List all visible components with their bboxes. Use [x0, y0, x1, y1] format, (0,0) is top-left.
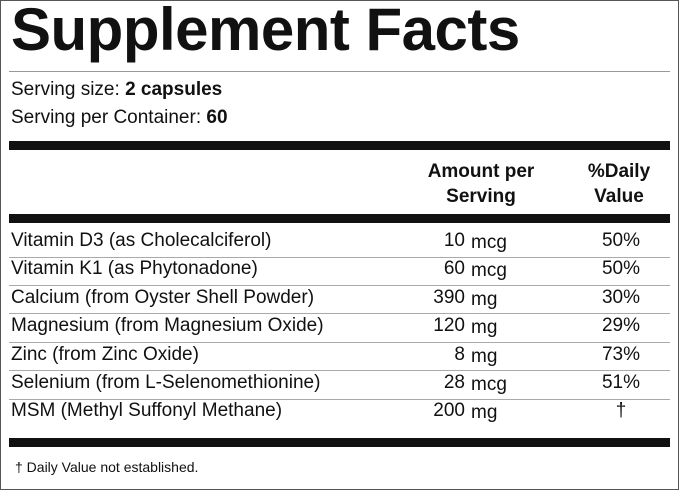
- daily-value: 30%: [601, 286, 641, 308]
- label: Serving per Container:: [11, 107, 202, 128]
- daily-value: 29%: [601, 315, 641, 337]
- daily-value: †: [615, 400, 627, 422]
- row-divider: [9, 313, 670, 315]
- thick-bar: [9, 214, 670, 223]
- daily-value: 50%: [601, 258, 641, 280]
- divider: [9, 71, 670, 72]
- daily-value: 73%: [601, 343, 641, 365]
- header-line: %Daily: [587, 161, 651, 182]
- nutrient-name: Vitamin K1 (as Phytonadone): [11, 258, 258, 280]
- daily-value: 51%: [601, 372, 641, 393]
- daily-value: 50%: [601, 230, 641, 251]
- thick-bar: [9, 141, 670, 150]
- row-divider: [9, 398, 670, 400]
- footnote: † Daily Value not established.: [15, 459, 199, 475]
- label: Serving size:: [11, 79, 120, 100]
- amount: 120: [433, 315, 465, 337]
- amount: 8: [454, 343, 465, 365]
- header-line: Amount per: [427, 161, 535, 182]
- thick-bar: [9, 438, 670, 447]
- title: Supplement Facts: [11, 0, 520, 63]
- servings-per-container: Serving per Container: 60: [11, 107, 228, 129]
- unit: mg: [471, 288, 498, 310]
- dv-header: %Daily Value: [539, 161, 679, 208]
- nutrient-name: Selenium (from L-Selenomethionine): [11, 372, 321, 393]
- unit: mcg: [471, 260, 507, 282]
- header-line: Serving: [446, 186, 516, 207]
- row-divider: [9, 370, 670, 372]
- row-divider: [9, 341, 670, 343]
- row-divider: [9, 284, 670, 286]
- header-line: Value: [594, 186, 644, 207]
- unit: mcg: [471, 232, 507, 253]
- unit: mg: [471, 317, 498, 339]
- nutrient-name: Calcium (from Oyster Shell Powder): [11, 286, 315, 308]
- serving-size: Serving size: 2 capsules: [11, 79, 222, 101]
- amount: 10: [443, 230, 465, 251]
- value: 60: [206, 107, 228, 128]
- amount-header: Amount per Serving: [401, 161, 561, 208]
- nutrient-name: Vitamin D3 (as Cholecalciferol): [11, 230, 272, 251]
- amount: 60: [443, 258, 465, 280]
- unit: mg: [471, 345, 498, 367]
- unit: mcg: [471, 374, 507, 395]
- nutrient-name: Zinc (from Zinc Oxide): [11, 343, 199, 365]
- amount: 200: [433, 400, 465, 422]
- unit: mg: [471, 402, 498, 424]
- row-divider: [9, 256, 670, 258]
- amount: 28: [443, 372, 465, 393]
- nutrient-name: MSM (Methyl Suffonyl Methane): [11, 400, 283, 422]
- amount: 390: [433, 286, 465, 308]
- value: 2 capsules: [125, 79, 223, 100]
- nutrient-name: Magnesium (from Magnesium Oxide): [11, 315, 324, 337]
